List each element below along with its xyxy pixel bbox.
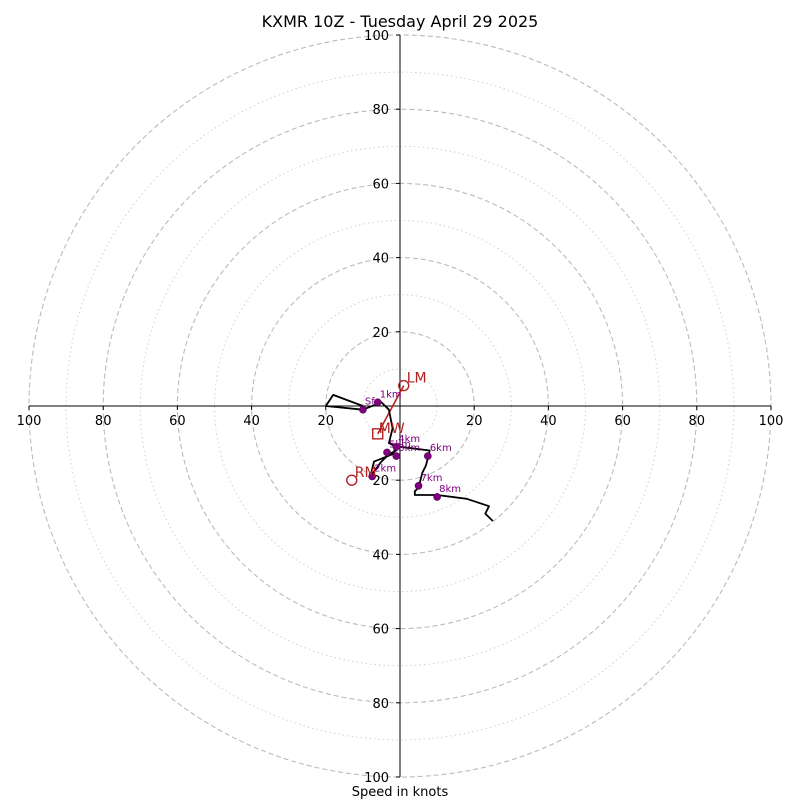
x-tick-label: 60 [614,414,631,429]
right-mover-marker [346,474,358,486]
height-label: 5km [389,439,411,450]
height-dot [392,443,401,451]
height-label: 8km [439,484,461,495]
axes [29,35,771,777]
height-dot [433,493,441,501]
height-dot [392,452,401,460]
x-tick-label: 80 [95,414,112,429]
height-label: 2km [374,463,396,474]
x-tick-label: 100 [17,414,42,429]
height-marker: 6km [424,443,452,460]
height-marker: 8km [433,484,461,501]
height-label: 7km [421,473,443,484]
x-tick-label: 20 [318,414,335,429]
height-dot [383,448,391,457]
y-tick-label: 60 [372,177,389,192]
x-tick-label: 40 [540,414,557,429]
height-label: 3km [398,443,420,454]
tick-labels: 100 80 60 40 20 20 40 60 80 100 100 80 60 40 20 20 40 60 8… [17,29,784,786]
x-tick-label: 60 [169,414,186,429]
y-tick-label: 80 [372,697,389,712]
height-marker: 3km [392,443,420,460]
height-dot [359,405,367,414]
x-tick-label: 100 [759,414,784,429]
height-marker: Sfc [359,397,380,414]
height-label: 6km [430,443,452,454]
y-tick-label: 20 [372,474,389,489]
y-tick-label: 80 [372,103,389,118]
height-dot [414,481,423,490]
height-marker: 2km [368,463,396,481]
left-mover-label: LM [407,371,427,387]
x-tick-label: 40 [243,414,260,429]
x-tick-label: 20 [466,414,483,429]
right-mover-label: RM [355,465,377,481]
height-label: 4km [398,434,420,445]
height-dot [424,452,432,460]
mean-wind-label: MW [379,421,405,437]
y-tick-label: 40 [372,548,389,563]
height-dot [368,472,376,481]
storm-motion-markers: RM LM MW [346,371,427,486]
height-marker: 4km [392,434,420,451]
y-tick-label: 40 [372,252,389,267]
height-marker: 5km [383,439,411,457]
storm-motion-line [377,385,405,435]
height-marker: 7km [414,473,443,490]
left-mover-marker [398,379,410,392]
y-tick-label: 100 [364,771,389,786]
height-dot [373,398,382,407]
y-tick-label: 100 [364,29,389,44]
chart-title: KXMR 10Z - Tuesday April 29 2025 [262,12,539,31]
height-label: Sfc [365,397,380,408]
x-tick-label: 80 [689,414,706,429]
height-marker: 1km [373,389,402,407]
x-axis-label: Speed in knots [352,785,449,800]
height-label: 1km [380,389,402,400]
mean-wind-marker [372,428,384,440]
y-tick-label: 20 [372,326,389,341]
y-tick-label: 60 [372,623,389,638]
